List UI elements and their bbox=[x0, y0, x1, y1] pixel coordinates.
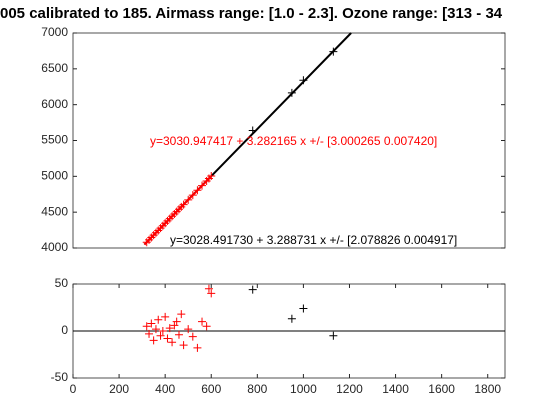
marker bbox=[184, 325, 193, 334]
marker bbox=[168, 338, 177, 347]
marker bbox=[151, 325, 160, 334]
marker bbox=[179, 341, 188, 350]
annotation: y=3028.491730 + 3.288731 x +/- [2.078826… bbox=[170, 233, 457, 247]
marker bbox=[193, 343, 202, 352]
marker bbox=[287, 88, 296, 97]
y-tick-label: 0 bbox=[61, 323, 68, 337]
marker bbox=[179, 200, 188, 209]
marker bbox=[188, 191, 197, 200]
marker bbox=[142, 322, 151, 331]
marker bbox=[149, 336, 158, 345]
marker bbox=[177, 310, 186, 319]
annotation: y=3030.947417 + 3.282165 x +/- [3.000265… bbox=[150, 134, 437, 148]
marker bbox=[188, 332, 197, 341]
marker bbox=[174, 330, 183, 339]
chart-title: 005 calibrated to 185. Airmass range: [1… bbox=[0, 5, 503, 22]
marker bbox=[172, 317, 181, 326]
marker bbox=[198, 181, 207, 190]
x-tick-label: 0 bbox=[70, 382, 77, 396]
marker bbox=[147, 319, 156, 328]
x-tick-label: 600 bbox=[201, 382, 221, 396]
marker bbox=[198, 317, 207, 326]
x-tick-label: 1800 bbox=[474, 382, 501, 396]
y-tick-label: 5500 bbox=[41, 133, 68, 147]
marker bbox=[287, 314, 296, 323]
x-tick-label: 1200 bbox=[336, 382, 363, 396]
y-tick-label: 6000 bbox=[41, 97, 68, 111]
plot-area bbox=[72, 32, 506, 249]
x-tick-label: 1400 bbox=[382, 382, 409, 396]
marker bbox=[248, 126, 257, 135]
x-tick-label: 1000 bbox=[290, 382, 317, 396]
marker bbox=[207, 289, 216, 298]
marker bbox=[145, 329, 154, 338]
marker bbox=[156, 331, 165, 340]
y-tick-label: 5000 bbox=[41, 169, 68, 183]
marker bbox=[207, 171, 216, 180]
x-tick-label: 400 bbox=[155, 382, 175, 396]
marker bbox=[204, 284, 213, 293]
marker bbox=[154, 315, 163, 324]
marker bbox=[248, 285, 257, 294]
marker bbox=[299, 76, 308, 85]
y-tick-label: 4000 bbox=[41, 240, 68, 254]
marker bbox=[202, 322, 211, 331]
marker bbox=[193, 186, 202, 195]
marker bbox=[158, 327, 167, 335]
marker bbox=[329, 331, 338, 340]
marker bbox=[163, 334, 172, 343]
marker bbox=[165, 324, 174, 333]
y-tick-label: 7000 bbox=[41, 25, 68, 39]
y-tick-label: 6500 bbox=[41, 61, 68, 75]
x-tick-label: 1600 bbox=[428, 382, 455, 396]
marker bbox=[329, 47, 338, 56]
marker bbox=[161, 312, 170, 321]
x-tick-label: 200 bbox=[109, 382, 129, 396]
marker bbox=[184, 195, 193, 204]
x-tick-label: 800 bbox=[247, 382, 267, 396]
marker bbox=[299, 304, 308, 313]
y-tick-label: 4500 bbox=[41, 204, 68, 218]
y-tick-label: 50 bbox=[55, 276, 69, 290]
y-tick-label: -50 bbox=[51, 370, 69, 384]
